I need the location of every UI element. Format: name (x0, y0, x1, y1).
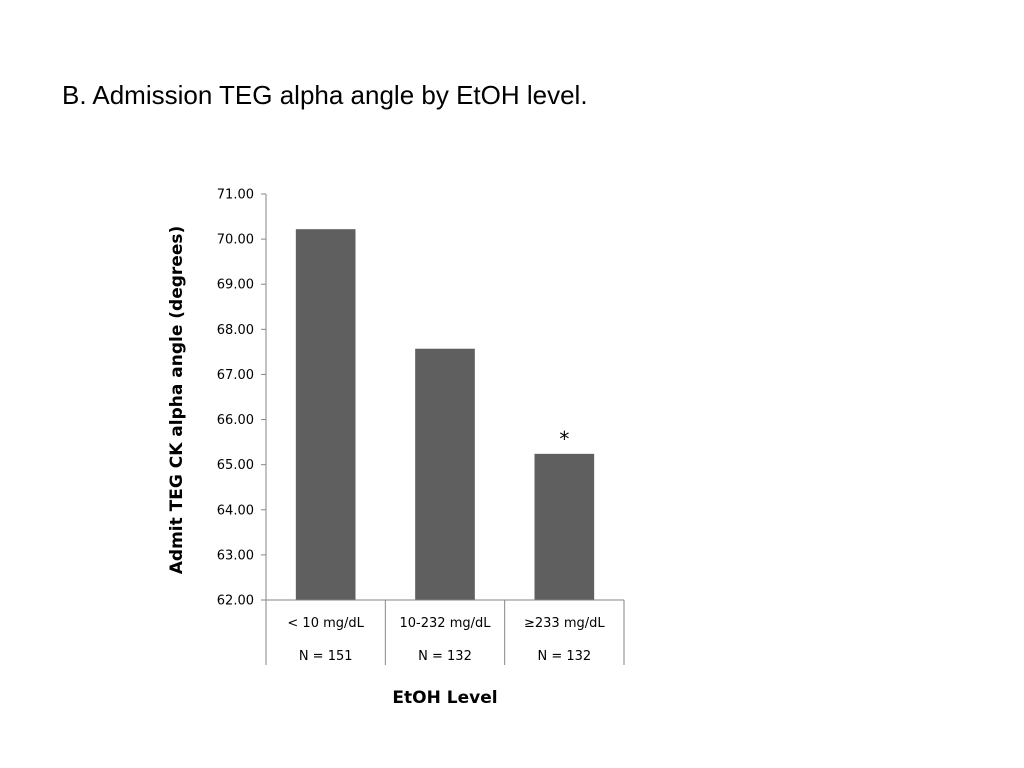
y-axis-ticks: 62.00 63.00 64.00 65.00 66.00 67.00 68.00 69.00… (217, 188, 266, 609)
category-label: ≥233 mg/dL (524, 616, 605, 631)
y-tick-label: 64.00 (217, 503, 254, 518)
x-axis-title: EtOH Level (392, 688, 497, 708)
bar (534, 453, 595, 600)
sample-size-label: N = 151 (299, 649, 353, 664)
y-tick-label: 62.00 (217, 594, 254, 609)
y-tick-label: 70.00 (217, 233, 254, 248)
sample-size-label: N = 132 (537, 649, 591, 664)
y-tick-label: 66.00 (217, 413, 254, 428)
bar (415, 348, 475, 600)
y-tick-label: 67.00 (217, 368, 254, 383)
slide-title: B. Admission TEG alpha angle by EtOH lev… (62, 80, 588, 110)
sample-size-label: N = 132 (418, 649, 472, 664)
bars (295, 229, 595, 601)
category-label: < 10 mg/dL (287, 616, 364, 631)
y-tick-label: 63.00 (217, 548, 254, 563)
category-label: 10-232 mg/dL (400, 616, 492, 631)
bar (295, 229, 356, 601)
y-axis-title: Admit TEG CK alpha angle (degrees) (167, 226, 187, 575)
y-tick-label: 69.00 (217, 278, 254, 293)
y-tick-label: 71.00 (217, 188, 254, 203)
y-tick-label: 65.00 (217, 458, 254, 473)
category-labels: < 10 mg/dL N = 151 10-232 mg/dL N = 132 ≥233… (287, 616, 605, 664)
annotations: * (559, 427, 569, 451)
axes (265, 194, 625, 665)
y-tick-label: 68.00 (217, 323, 254, 338)
significance-marker: * (559, 427, 569, 451)
